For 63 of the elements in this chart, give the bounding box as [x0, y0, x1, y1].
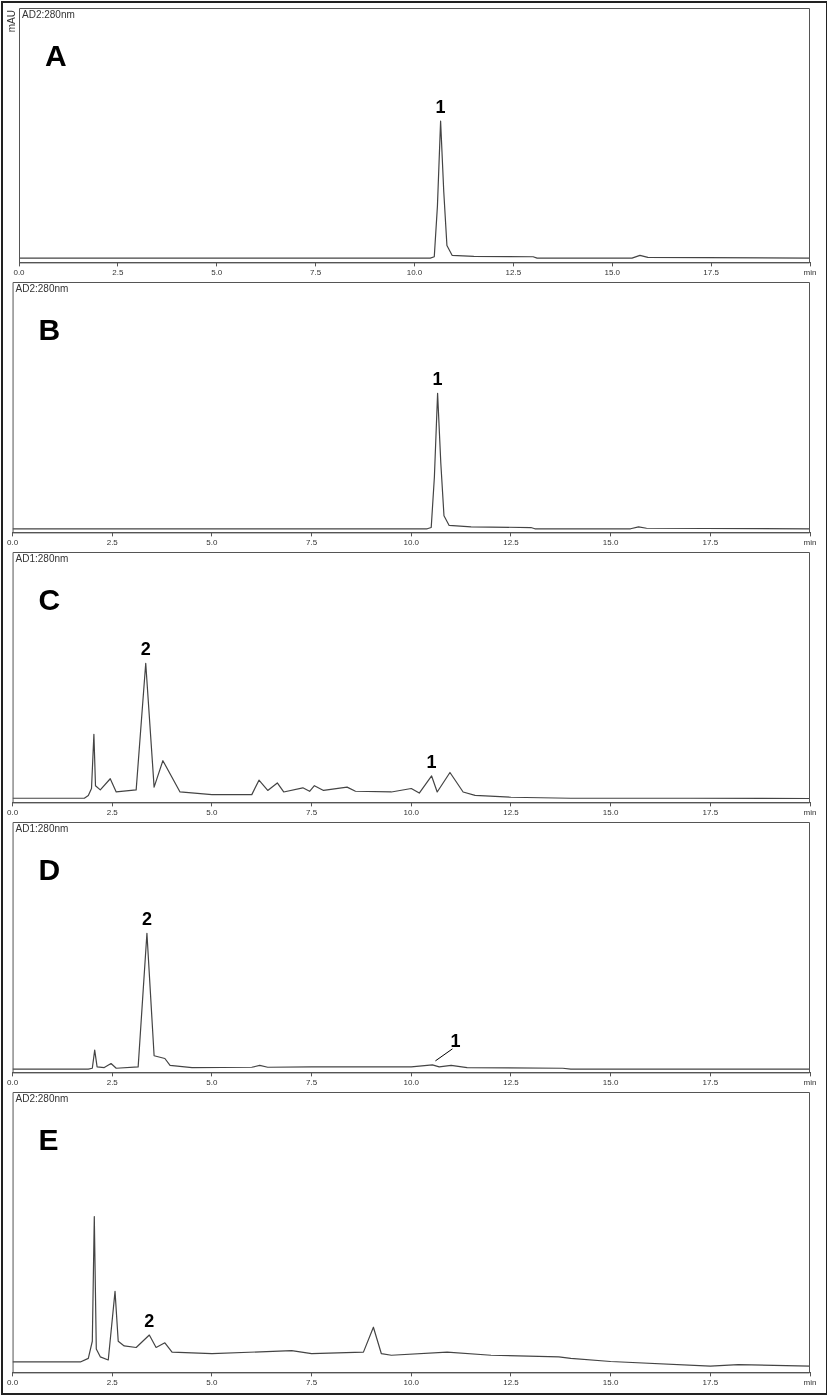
x-tick-label: 0.0	[7, 1378, 19, 1388]
x-tick-label: 5.0	[211, 268, 223, 278]
x-tick-label: min	[803, 1378, 817, 1388]
x-tick-label: 12.5	[505, 268, 522, 278]
x-tick-label: 17.5	[702, 808, 719, 818]
x-tick-label: 2.5	[106, 538, 119, 548]
x-tick-label: 10.0	[403, 538, 420, 548]
chart-subtitle: AD1:280nm	[15, 822, 69, 834]
chart-subtitle: AD2:280nm	[15, 282, 69, 294]
x-tick-label: 7.5	[310, 268, 322, 278]
chart-title: C	[38, 583, 61, 616]
x-tick-label: 7.5	[306, 538, 318, 548]
x-tick-label: 2.5	[112, 268, 124, 278]
annotation: 1	[426, 751, 437, 772]
chart-title: E	[38, 1123, 59, 1156]
chart-subtitle: AD1:280nm	[15, 552, 69, 564]
chart-subtitle: AD2:280nm	[22, 8, 75, 20]
x-tick-label: 12.5	[503, 1378, 520, 1388]
annotation: 2	[144, 1310, 155, 1331]
x-tick-label: 15.0	[602, 808, 619, 818]
annotation: 2	[140, 639, 151, 660]
x-tick-label: min	[803, 268, 817, 278]
annotation: 1	[450, 1030, 461, 1051]
x-tick-label: 5.0	[206, 808, 219, 818]
x-tick-label: 5.0	[206, 1078, 219, 1088]
x-tick-label: 15.0	[602, 1078, 619, 1088]
x-tick-label: 12.5	[503, 538, 520, 548]
x-tick-label: min	[803, 1078, 817, 1088]
x-tick-label: 0.0	[7, 538, 19, 548]
x-tick-label: 15.0	[604, 268, 621, 278]
x-tick-label: 5.0	[206, 538, 219, 548]
annotation: 1	[432, 369, 443, 390]
x-tick-label: 7.5	[306, 1378, 318, 1388]
annotation: 2	[141, 909, 152, 930]
x-tick-label: 10.0	[403, 1078, 420, 1088]
x-tick-label: 12.5	[503, 1078, 520, 1088]
x-tick-label: 0.0	[7, 808, 19, 818]
chart-subtitle: AD2:280nm	[15, 1092, 69, 1104]
y-axis-title: mAU	[5, 10, 17, 33]
x-tick-label: 7.5	[306, 1078, 318, 1088]
x-tick-label: 12.5	[503, 808, 520, 818]
x-tick-label: 7.5	[306, 808, 318, 818]
chart-title: B	[38, 313, 61, 346]
x-tick-label: 15.0	[602, 538, 619, 548]
chart-title: A	[45, 39, 67, 72]
x-tick-label: 0.0	[7, 1078, 19, 1088]
x-tick-label: min	[803, 538, 817, 548]
x-tick-label: 10.0	[406, 268, 423, 278]
x-tick-label: 10.0	[403, 1378, 420, 1388]
x-tick-label: 17.5	[702, 538, 719, 548]
chart-title: D	[38, 853, 61, 886]
x-tick-label: min	[803, 808, 817, 818]
x-tick-label: 2.5	[106, 1078, 119, 1088]
x-tick-label: 15.0	[602, 1378, 619, 1388]
x-tick-label: 0.0	[13, 268, 26, 278]
x-tick-label: 17.5	[702, 1078, 719, 1088]
x-tick-label: 10.0	[403, 808, 420, 818]
x-tick-label: 17.5	[702, 1378, 719, 1388]
x-tick-label: 2.5	[106, 1378, 119, 1388]
x-tick-label: 17.5	[703, 268, 720, 278]
x-tick-label: 5.0	[206, 1378, 219, 1388]
annotation: 1	[435, 97, 446, 118]
x-tick-label: 2.5	[106, 808, 119, 818]
